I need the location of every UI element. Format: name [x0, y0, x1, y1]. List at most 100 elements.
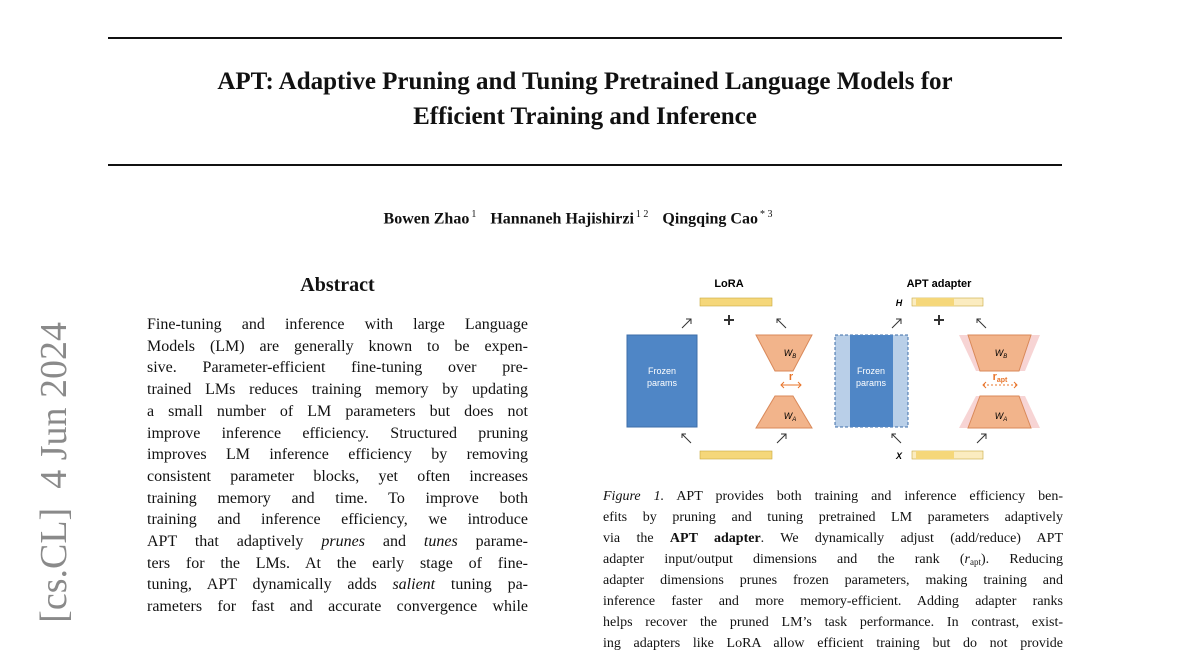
text-segment: salient [392, 576, 436, 594]
text-line: ing adapters like LoRA allow efficient t… [603, 636, 1063, 652]
text-segment: sive. Parameter-efficient fine-tuning ov… [147, 359, 528, 377]
text-line: helps recover the pruned LM’s task perfo… [603, 615, 1063, 631]
x-label: X [895, 451, 903, 461]
text-line: Figure 1. APT provides both training and… [603, 489, 1063, 505]
text-segment: APT that adaptively [147, 533, 322, 550]
text-line: inference faster and more memory-efficie… [603, 594, 1063, 610]
text-segment: improve inference efficiency. Structured… [147, 424, 528, 442]
text-segment: ing adapters like LoRA allow efficient t… [603, 636, 1063, 651]
text-segment: . We dynamically adjust (add/reduce) APT [760, 531, 1063, 546]
text-segment: APT adapter [669, 531, 761, 546]
frozen-label: Frozen [857, 366, 885, 376]
text-segment: helps recover the pruned LM’s task perfo… [603, 615, 1063, 630]
wb-block [967, 334, 1032, 372]
rank-label: r [789, 371, 794, 383]
text-segment: apt [969, 557, 981, 567]
h-bar [699, 297, 773, 307]
arrow [776, 318, 787, 329]
text-line: training and inference efficiency, we in… [147, 511, 528, 529]
text-segment: Figure 1. [603, 489, 665, 504]
arrow [976, 433, 987, 444]
arrow [776, 433, 787, 444]
arrow [681, 318, 692, 329]
text-segment: ters for the LMs. At the early stage of … [147, 554, 528, 572]
title-line: Efficient Training and Inference [413, 103, 757, 130]
frozen-block [850, 335, 893, 427]
wb-block [755, 334, 813, 372]
author-affiliation: 1 2 [635, 209, 649, 220]
text-segment: training memory and time. To improve bot… [147, 489, 528, 507]
text-line: sive. Parameter-efficient fine-tuning ov… [147, 359, 528, 377]
authors: Bowen Zhao 1 Hannaneh Hajishirzi 1 2 Qingqin… [0, 209, 1170, 228]
text-line: rameters for fast and accurate convergen… [147, 598, 528, 616]
arrow [891, 318, 902, 329]
text-line: consistent parameter blocks, yet often i… [147, 468, 528, 486]
arrow [976, 318, 987, 329]
rank-arrow [780, 381, 802, 389]
text-segment: Models (LM) are generally known to be ex… [147, 337, 528, 355]
wb-label: WB [995, 348, 1008, 360]
text-line: via the APT adapter. We dynamically adju… [603, 531, 1063, 547]
frozen-block [626, 334, 698, 428]
frozen-label: Frozen [648, 366, 676, 376]
h-bar-active [916, 298, 954, 306]
text-segment: efits by pruning and tuning pretrained L… [603, 510, 1063, 525]
arrow [891, 433, 902, 444]
text-segment: APT provides both training and inference… [664, 489, 1064, 504]
top-rule [108, 37, 1062, 39]
text-segment: tunes [423, 533, 458, 550]
author-name: Qingqing Cao [662, 210, 758, 228]
arrow [681, 433, 692, 444]
text-line: improve inference efficiency. Structured… [147, 425, 528, 443]
author-affiliation: * 3 [759, 209, 773, 220]
x-bar-active [916, 451, 954, 459]
text-line: ters for the LMs. At the early stage of … [147, 555, 528, 573]
rank-arrow [982, 381, 1018, 389]
wb-label: WB [784, 348, 797, 360]
text-segment: r [964, 552, 970, 567]
plus [724, 315, 734, 325]
text-line: trained LMs reduces training memory by u… [147, 381, 528, 399]
text-line: tuning, APT dynamically adds salient tun… [147, 576, 528, 594]
text-segment: parame- [457, 533, 529, 550]
text-segment: ). Reducing [980, 552, 1063, 567]
author-name: Bowen Zhao [383, 210, 470, 228]
text-segment: adapter dimensions prunes frozen paramet… [603, 573, 1063, 588]
rank-label: rapt [993, 371, 1008, 384]
text-segment: prunes [321, 533, 365, 550]
text-segment: adapter input/output dimensions and the … [603, 552, 965, 567]
abstract-heading: Abstract [300, 274, 375, 296]
wa-label: WA [995, 411, 1008, 423]
text-segment: via the [603, 531, 670, 546]
title-line: APT: Adaptive Pruning and Tuning Pretrai… [217, 68, 953, 95]
apt-title: APT adapter [907, 278, 973, 290]
x-bar [699, 450, 773, 460]
text-line: a small number of LM parameters but does… [147, 403, 528, 421]
figure: LoRA APT adapter H H X X Frozen params F… [626, 278, 1040, 461]
text-segment: Fine-tuning and inference with large Lan… [147, 316, 528, 333]
text-line: adapter input/output dimensions and the … [603, 552, 1063, 568]
plus [934, 315, 944, 325]
wa-block [755, 395, 813, 429]
bottom-rule [108, 164, 1062, 166]
frozen-label: params [856, 378, 887, 388]
text-segment: rameters for fast and accurate convergen… [147, 598, 528, 616]
wa-block [967, 395, 1032, 429]
text-line: adapter dimensions prunes frozen paramet… [603, 573, 1063, 589]
arxiv-stamp: [cs.CL] 4 Jun 2024 [33, 322, 75, 623]
text-line: efits by pruning and tuning pretrained L… [603, 510, 1063, 526]
text-segment: improves LM inference efficiency by remo… [147, 446, 528, 464]
stamp-text: [cs.CL] 4 Jun 2024 [33, 322, 75, 623]
text-segment: and [364, 533, 424, 550]
text-line: APT that adaptively prunes and tunes par… [147, 533, 528, 551]
wa-label: WA [784, 411, 797, 423]
text-segment: tuning, APT dynamically adds [147, 576, 393, 594]
text-segment: consistent parameter blocks, yet often i… [147, 467, 528, 485]
author-affiliation: 1 [471, 209, 477, 220]
text-line: Models (LM) are generally known to be ex… [147, 338, 528, 356]
text-line: improves LM inference efficiency by remo… [147, 446, 528, 464]
text-line: Fine-tuning and inference with large Lan… [147, 316, 528, 334]
lora-title: LoRA [714, 278, 743, 290]
frozen-label: params [647, 378, 678, 388]
